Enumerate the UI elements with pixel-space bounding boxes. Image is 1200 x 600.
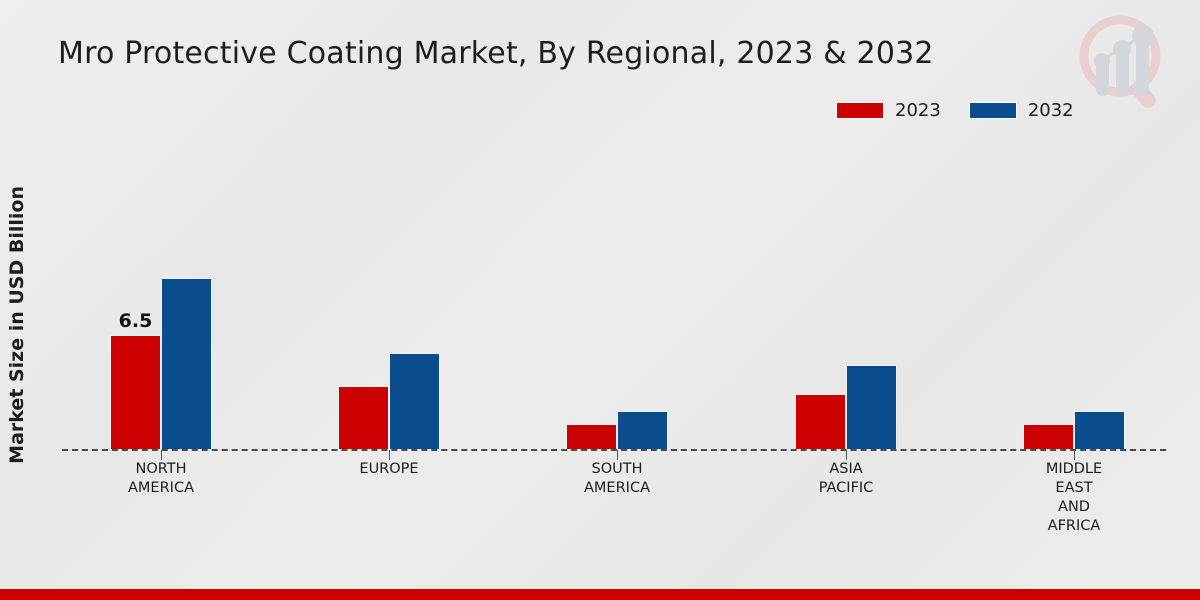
bar-2032-europe[interactable]	[389, 353, 440, 450]
x-axis-baseline	[62, 449, 1166, 451]
x-axis-label-line: MIDDLE	[1045, 461, 1103, 477]
bar-2032-south-america[interactable]	[617, 411, 668, 450]
bar-value-2023-north-america: 6.5	[118, 310, 153, 332]
x-axis-label-line: AMERICA	[584, 480, 650, 496]
bar-2023-north-america[interactable]: 6.5	[110, 310, 161, 450]
footer-accent-bar	[0, 589, 1200, 600]
legend-label-2023: 2023	[895, 100, 941, 121]
x-axis-tick-north-america	[161, 450, 162, 460]
bar-group-europe	[338, 353, 440, 450]
bar-2023-middle-east-and-africa[interactable]	[1023, 424, 1074, 450]
bar-2023-asia-pacific[interactable]	[795, 394, 846, 450]
chart-title: Mro Protective Coating Market, By Region…	[58, 36, 934, 71]
bar-2032-north-america[interactable]	[161, 278, 212, 450]
x-axis-tick-asia-pacific	[846, 450, 847, 460]
bar-group-north-america: 6.5	[110, 278, 212, 450]
bar-group-middle-east-and-africa	[1023, 411, 1125, 450]
legend-item-2023[interactable]: 2023	[836, 100, 941, 121]
chart-legend: 2023 2032	[836, 100, 1074, 121]
plot-area: 6.5	[62, 120, 1166, 450]
magnifier-bar-chart-logo-icon	[1070, 8, 1178, 112]
x-axis-label-line: ASIA	[829, 461, 863, 477]
bar-2032-asia-pacific[interactable]	[846, 365, 897, 450]
legend-swatch-2023	[836, 102, 884, 119]
legend-label-2032: 2032	[1027, 100, 1074, 121]
x-axis-label-south-america: SOUTH AMERICA	[527, 460, 707, 498]
bar-2023-europe[interactable]	[338, 386, 389, 450]
x-axis-label-line: PACIFIC	[818, 480, 874, 496]
x-axis-label-line: NORTH	[135, 461, 187, 477]
x-axis-label-line: AND	[1058, 499, 1090, 515]
bar-group-asia-pacific	[795, 365, 897, 450]
x-axis-label-line: AFRICA	[1047, 518, 1101, 534]
x-axis-label-middle-east-and-africa: MIDDLE EAST AND AFRICA	[984, 460, 1164, 536]
x-axis-label-europe: EUROPE	[299, 460, 479, 479]
x-axis-label-line: AMERICA	[128, 480, 194, 496]
x-axis-tick-middle-east-and-africa	[1074, 450, 1075, 460]
x-axis-label-asia-pacific: ASIA PACIFIC	[756, 460, 936, 498]
x-axis-tick-europe	[389, 450, 390, 460]
legend-item-2032[interactable]: 2032	[968, 100, 1074, 121]
y-axis-title: Market Size in USD Billion	[0, 160, 34, 490]
y-axis-title-text: Market Size in USD Billion	[6, 186, 28, 464]
x-axis-tick-south-america	[617, 450, 618, 460]
x-axis-label-north-america: NORTH AMERICA	[71, 460, 251, 498]
x-axis-label-line: EUROPE	[359, 461, 419, 477]
bar-group-south-america	[566, 411, 668, 450]
legend-swatch-2032	[968, 102, 1017, 119]
x-axis-label-line: SOUTH	[591, 461, 643, 477]
bar-2023-south-america[interactable]	[566, 424, 617, 450]
bar-2032-middle-east-and-africa[interactable]	[1074, 411, 1125, 450]
x-axis-label-line: EAST	[1055, 480, 1093, 496]
